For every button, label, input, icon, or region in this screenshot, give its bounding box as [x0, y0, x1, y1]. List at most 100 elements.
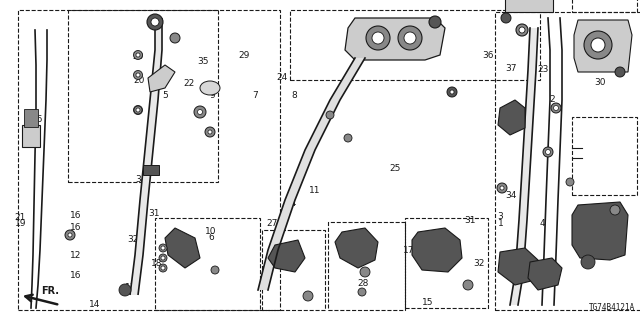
Text: 32: 32 — [127, 236, 139, 244]
Polygon shape — [345, 18, 445, 60]
Circle shape — [566, 178, 574, 186]
Text: 20: 20 — [132, 52, 143, 61]
Bar — [572, 0, 637, 12]
Text: 12: 12 — [70, 252, 81, 260]
Bar — [22, 125, 40, 147]
Text: 23: 23 — [537, 65, 548, 74]
Text: 31: 31 — [465, 216, 476, 225]
Circle shape — [208, 130, 212, 134]
Text: 15: 15 — [422, 298, 433, 307]
Circle shape — [429, 16, 441, 28]
Circle shape — [303, 291, 313, 301]
Polygon shape — [528, 258, 562, 290]
Text: 35: 35 — [198, 57, 209, 66]
Bar — [155, 218, 260, 310]
Polygon shape — [335, 228, 378, 268]
Circle shape — [591, 38, 605, 52]
Circle shape — [551, 103, 561, 113]
Text: 33: 33 — [345, 232, 356, 241]
Bar — [68, 10, 218, 182]
Circle shape — [136, 53, 140, 57]
Circle shape — [447, 87, 457, 97]
Circle shape — [615, 67, 625, 77]
Text: 34: 34 — [285, 199, 297, 208]
Circle shape — [366, 26, 390, 50]
Text: 11: 11 — [309, 186, 321, 195]
Bar — [24, 109, 38, 127]
Text: 18: 18 — [151, 259, 163, 268]
Circle shape — [65, 230, 75, 240]
Circle shape — [584, 31, 612, 59]
Circle shape — [344, 134, 352, 142]
Bar — [290, 10, 540, 80]
Text: 16: 16 — [70, 223, 81, 232]
Polygon shape — [268, 240, 305, 272]
Circle shape — [581, 255, 595, 269]
Circle shape — [119, 284, 131, 296]
Circle shape — [151, 18, 159, 26]
Text: 21: 21 — [15, 213, 26, 222]
Text: 13: 13 — [125, 284, 137, 292]
Polygon shape — [258, 58, 365, 290]
Text: 27: 27 — [266, 220, 278, 228]
Circle shape — [134, 106, 143, 115]
Circle shape — [554, 106, 559, 110]
Text: 25: 25 — [390, 164, 401, 173]
Bar — [505, 0, 553, 12]
Text: 34: 34 — [505, 191, 516, 200]
Text: TG74B4121A: TG74B4121A — [589, 303, 635, 312]
Text: 19: 19 — [15, 220, 26, 228]
Text: 17: 17 — [403, 246, 414, 255]
Polygon shape — [498, 100, 525, 135]
Circle shape — [545, 149, 550, 155]
Text: 20: 20 — [134, 76, 145, 85]
Text: 34: 34 — [135, 175, 147, 184]
Text: 16: 16 — [70, 211, 81, 220]
Text: 4: 4 — [540, 219, 545, 228]
Text: 28: 28 — [358, 279, 369, 288]
Circle shape — [500, 186, 504, 190]
Circle shape — [543, 147, 553, 157]
Circle shape — [136, 108, 140, 112]
Circle shape — [205, 127, 215, 137]
Text: 36: 36 — [482, 51, 493, 60]
Circle shape — [358, 288, 366, 296]
Text: 16: 16 — [70, 271, 81, 280]
Text: 1: 1 — [498, 219, 503, 228]
Text: 3: 3 — [498, 212, 503, 221]
Text: FR.: FR. — [41, 286, 59, 296]
Polygon shape — [498, 248, 538, 285]
Circle shape — [159, 244, 167, 252]
Bar — [495, 12, 640, 310]
Text: 14: 14 — [89, 300, 100, 309]
Polygon shape — [148, 65, 175, 92]
Text: 10: 10 — [205, 227, 217, 236]
Circle shape — [161, 256, 165, 260]
Circle shape — [136, 73, 140, 77]
Text: 30: 30 — [595, 78, 606, 87]
Text: 22: 22 — [183, 79, 195, 88]
Circle shape — [170, 33, 180, 43]
Circle shape — [326, 111, 334, 119]
Polygon shape — [510, 28, 538, 305]
Circle shape — [450, 90, 454, 94]
Circle shape — [519, 27, 525, 33]
Text: 24: 24 — [276, 73, 287, 82]
Text: 2: 2 — [549, 95, 554, 104]
Text: 8: 8 — [292, 92, 297, 100]
Circle shape — [497, 183, 507, 193]
Circle shape — [501, 13, 511, 23]
Polygon shape — [412, 228, 462, 272]
Bar — [262, 230, 325, 310]
Bar — [405, 218, 488, 308]
Bar — [143, 165, 159, 175]
Polygon shape — [572, 202, 628, 260]
Text: 32: 32 — [473, 259, 484, 268]
Circle shape — [463, 280, 473, 290]
Circle shape — [211, 266, 219, 274]
Circle shape — [404, 32, 416, 44]
Text: 9: 9 — [210, 91, 215, 100]
Circle shape — [159, 264, 167, 272]
Circle shape — [610, 205, 620, 215]
Circle shape — [68, 233, 72, 237]
